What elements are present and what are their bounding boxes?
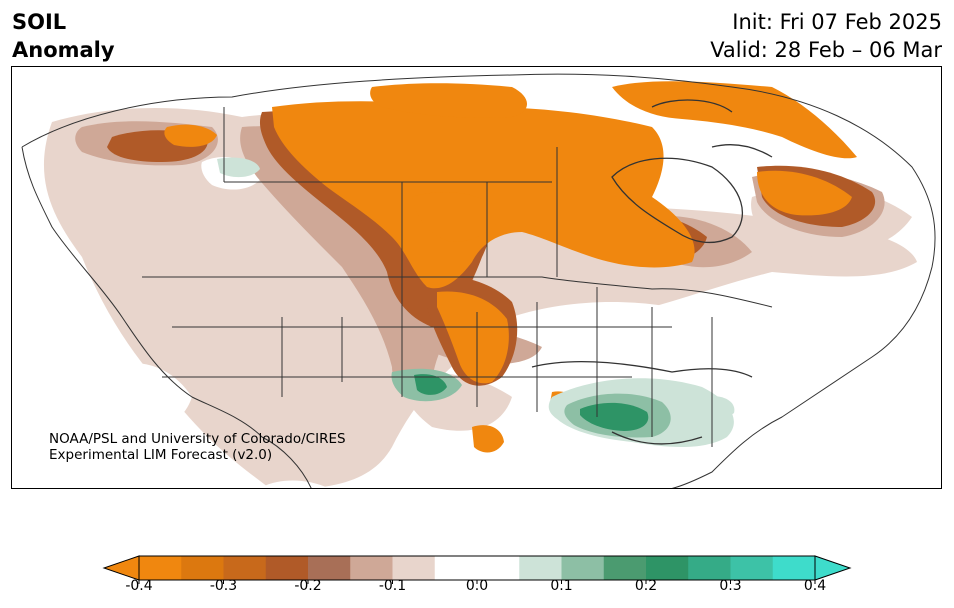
colorbar-segment bbox=[603, 556, 647, 580]
colorbar-tick-label: 0.3 bbox=[719, 578, 742, 594]
valid-date: Valid: 28 Feb – 06 Mar bbox=[710, 38, 942, 62]
map-canvas bbox=[21, 73, 936, 488]
political-borders bbox=[21, 73, 936, 488]
map-title: SOIL Anomaly bbox=[12, 8, 115, 64]
colorbar-tick-label: -0.2 bbox=[294, 578, 322, 594]
variable-name: SOIL bbox=[12, 10, 67, 34]
coastlines bbox=[531, 99, 773, 445]
variable-subtitle: Anomaly bbox=[12, 38, 115, 62]
colorbar-tick-label: 0.1 bbox=[550, 578, 573, 594]
forecast-dates: Init: Fri 07 Feb 2025 Valid: 28 Feb – 06… bbox=[710, 8, 942, 64]
colorbar-segment bbox=[350, 556, 393, 580]
colorbar-extend-high bbox=[814, 555, 852, 581]
colorbar-segment bbox=[561, 556, 605, 580]
init-date: Init: Fri 07 Feb 2025 bbox=[732, 10, 942, 34]
colorbar bbox=[102, 555, 852, 584]
colorbar-tick-label: 0.0 bbox=[465, 578, 489, 594]
colorbar-tick-label: 0.4 bbox=[803, 578, 827, 594]
data-credit: NOAA/PSL and University of Colorado/CIRE… bbox=[49, 431, 346, 463]
anomaly-map bbox=[11, 66, 942, 489]
colorbar-segment bbox=[730, 556, 774, 580]
colorbar-segment bbox=[434, 556, 520, 580]
colorbar-tick-label: 0.2 bbox=[634, 578, 658, 594]
anomaly-field-wet bbox=[217, 157, 735, 447]
colorbar-tick-label: -0.1 bbox=[378, 578, 407, 594]
colorbar-segment bbox=[392, 556, 436, 580]
colorbar-tick-label: -0.4 bbox=[125, 578, 153, 594]
colorbar-tick-label: -0.3 bbox=[209, 578, 238, 594]
colorbar-segment bbox=[688, 556, 731, 580]
colorbar-segment bbox=[646, 556, 689, 580]
colorbar-segment bbox=[139, 556, 182, 580]
credit-line-1: NOAA/PSL and University of Colorado/CIRE… bbox=[49, 431, 346, 447]
colorbar-segment bbox=[223, 556, 267, 580]
credit-line-2: Experimental LIM Forecast (v2.0) bbox=[49, 447, 273, 463]
colorbar-segment bbox=[308, 556, 351, 580]
colorbar-segment bbox=[519, 556, 562, 580]
neutral-areas bbox=[110, 157, 832, 488]
colorbar-segment bbox=[772, 556, 816, 580]
colorbar-extend-low bbox=[102, 555, 140, 581]
colorbar-segment bbox=[181, 556, 224, 580]
colorbar-segment bbox=[265, 556, 309, 580]
